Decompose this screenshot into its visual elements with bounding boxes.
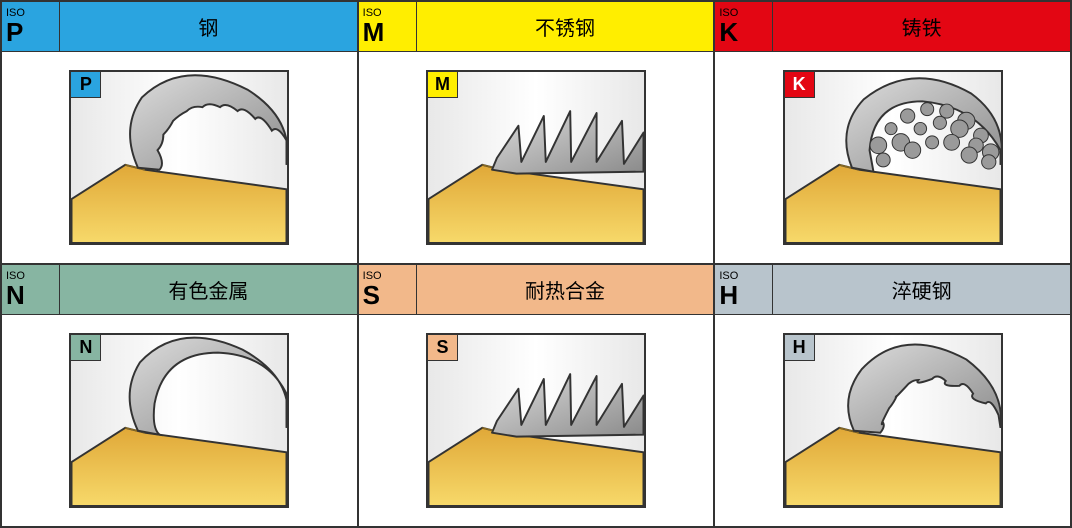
chip-illustration-P: P <box>69 70 289 245</box>
cell-body: S <box>359 315 714 526</box>
iso-code-box: ISO N <box>2 265 60 314</box>
iso-letter-K: K <box>719 19 772 45</box>
chip-illustration-H: H <box>783 333 1003 508</box>
cell-body: P <box>2 52 357 263</box>
iso-letter-P: P <box>6 19 59 45</box>
cell-header: ISO P 钢 <box>2 2 357 52</box>
cell-N: ISO N 有色金属 N <box>1 264 358 527</box>
iso-code-box: ISO P <box>2 2 60 51</box>
chip-illustration-K: K <box>783 70 1003 245</box>
cell-header: ISO M 不锈钢 <box>359 2 714 52</box>
badge-N: N <box>71 335 101 361</box>
material-title: 淬硬钢 <box>773 265 1070 314</box>
badge-M: M <box>428 72 458 98</box>
chip-illustration-S: S <box>426 333 646 508</box>
iso-code-box: ISO S <box>359 265 417 314</box>
chip-svg <box>428 335 644 506</box>
iso-code-box: ISO H <box>715 265 773 314</box>
iso-letter-H: H <box>719 282 772 308</box>
cell-H: ISO H 淬硬钢 H <box>714 264 1071 527</box>
material-title: 钢 <box>60 2 357 51</box>
iso-letter-N: N <box>6 282 59 308</box>
chip-svg <box>428 72 644 243</box>
cell-body: N <box>2 315 357 526</box>
cell-header: ISO K 铸铁 <box>715 2 1070 52</box>
cell-body: M <box>359 52 714 263</box>
badge-H: H <box>785 335 815 361</box>
chip-svg <box>785 72 1001 243</box>
cell-P: ISO P 钢 P <box>1 1 358 264</box>
chip-illustration-M: M <box>426 70 646 245</box>
cell-header: ISO N 有色金属 <box>2 265 357 315</box>
cell-body: H <box>715 315 1070 526</box>
material-title: 有色金属 <box>60 265 357 314</box>
cell-body: K <box>715 52 1070 263</box>
cell-header: ISO H 淬硬钢 <box>715 265 1070 315</box>
iso-letter-S: S <box>363 282 416 308</box>
material-title: 不锈钢 <box>417 2 714 51</box>
material-grid: ISO P 钢 P ISO <box>0 0 1072 528</box>
material-title: 耐热合金 <box>417 265 714 314</box>
cell-M: ISO M 不锈钢 M <box>358 1 715 264</box>
badge-K: K <box>785 72 815 98</box>
chip-svg <box>71 72 287 243</box>
iso-code-box: ISO M <box>359 2 417 51</box>
chip-svg <box>71 335 287 506</box>
badge-P: P <box>71 72 101 98</box>
chip-svg <box>785 335 1001 506</box>
cell-header: ISO S 耐热合金 <box>359 265 714 315</box>
cell-K: ISO K 铸铁 K <box>714 1 1071 264</box>
badge-S: S <box>428 335 458 361</box>
cell-S: ISO S 耐热合金 S <box>358 264 715 527</box>
material-title: 铸铁 <box>773 2 1070 51</box>
iso-letter-M: M <box>363 19 416 45</box>
chip-illustration-N: N <box>69 333 289 508</box>
iso-code-box: ISO K <box>715 2 773 51</box>
